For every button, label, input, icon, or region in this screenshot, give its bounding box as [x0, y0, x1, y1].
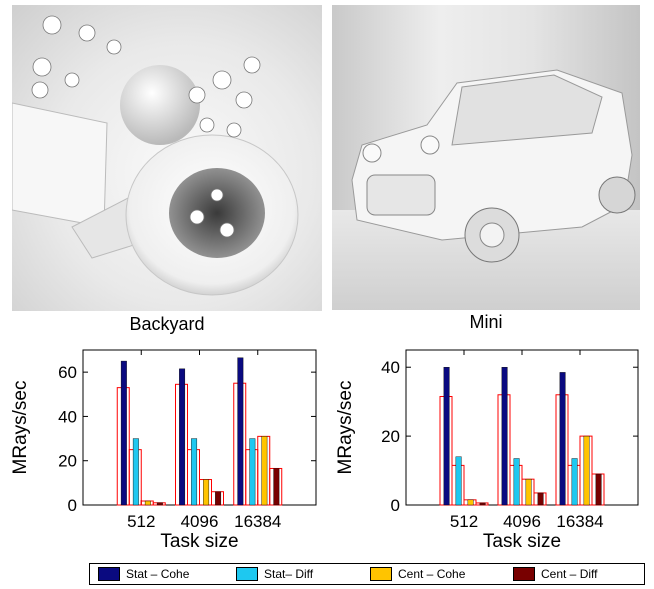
- bar: [443, 367, 450, 506]
- bar: [237, 357, 244, 506]
- legend-label-stat-cohe: Stat – Cohe: [126, 567, 190, 581]
- y-axis-label: MRays/sec: [10, 381, 31, 475]
- x-tick-label: 16384: [556, 512, 603, 531]
- y-tick-label: 40: [58, 407, 77, 426]
- bar: [120, 360, 127, 506]
- x-tick-label: 16384: [234, 512, 281, 531]
- bar: [132, 438, 139, 506]
- y-tick-label: 0: [68, 496, 77, 515]
- bar: [501, 367, 508, 506]
- bar: [156, 502, 163, 506]
- legend-swatch-stat-diff: [236, 567, 258, 581]
- bar: [583, 435, 590, 506]
- bar: [144, 500, 151, 506]
- bar: [595, 473, 602, 506]
- chart-legend: Stat – Cohe Stat– Diff Cent – Cohe Cent …: [89, 563, 645, 585]
- bar: [191, 438, 198, 506]
- mini-bar-chart: 0 20 40 512 4096 16384 Task size MRays/sec: [327, 336, 654, 558]
- bar: [273, 468, 280, 506]
- legend-swatch-cent-diff: [513, 567, 535, 581]
- x-axis-label: Task size: [160, 531, 238, 552]
- x-tick-label: 4096: [181, 512, 219, 531]
- bar: [571, 458, 578, 506]
- legend-label-stat-diff: Stat– Diff: [264, 567, 314, 581]
- bar: [513, 458, 520, 506]
- bar: [455, 456, 462, 506]
- legend-label-cent-diff: Cent – Diff: [541, 567, 598, 581]
- x-tick-label: 512: [450, 512, 478, 531]
- bar: [215, 491, 222, 506]
- x-tick-label: 4096: [503, 512, 541, 531]
- bar: [179, 368, 186, 506]
- legend-swatch-cent-cohe: [370, 567, 392, 581]
- x-axis-label: Task size: [483, 531, 561, 552]
- backyard-render-image: [12, 5, 322, 311]
- y-tick-label: 0: [391, 496, 400, 515]
- mini-render-image: [332, 5, 640, 310]
- y-tick-label: 60: [58, 363, 77, 382]
- mini-caption: Mini: [469, 312, 503, 332]
- y-tick-label: 20: [58, 452, 77, 471]
- bar: [559, 372, 566, 506]
- x-tick-label: 512: [127, 512, 155, 531]
- bar: [479, 502, 486, 506]
- backyard-caption: Backyard: [129, 314, 205, 334]
- bar: [203, 479, 210, 506]
- y-tick-label: 20: [381, 427, 400, 446]
- backyard-bar-chart: 0 20 40 60 512 4096 16384 Task size MRays/sec: [0, 336, 330, 558]
- mini-car-illustration: [332, 69, 640, 310]
- bar: [525, 478, 532, 506]
- y-tick-label: 40: [381, 358, 400, 377]
- bar: [249, 438, 256, 506]
- bar: [261, 436, 268, 506]
- legend-swatch-stat-cohe: [98, 567, 120, 581]
- backyard-scene-illustration: [12, 15, 299, 296]
- bar: [537, 492, 544, 506]
- y-axis-label: MRays/sec: [335, 381, 356, 475]
- bar: [467, 499, 474, 506]
- legend-label-cent-cohe: Cent – Cohe: [398, 567, 466, 581]
